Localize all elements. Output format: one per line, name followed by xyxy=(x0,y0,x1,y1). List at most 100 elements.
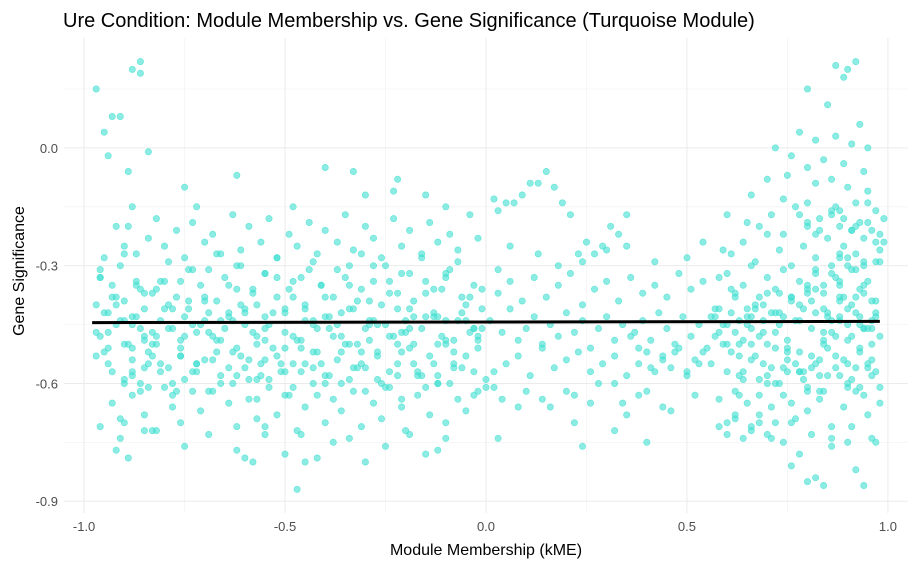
data-point xyxy=(281,450,289,458)
data-point xyxy=(807,324,815,332)
data-point xyxy=(603,277,611,285)
data-point xyxy=(860,481,868,489)
data-point xyxy=(582,238,590,246)
data-point xyxy=(812,230,820,238)
data-point xyxy=(233,372,241,380)
data-point xyxy=(787,419,795,427)
data-point xyxy=(494,207,502,215)
data-point xyxy=(265,215,273,223)
data-point xyxy=(466,211,474,219)
data-point xyxy=(100,254,108,262)
data-point xyxy=(864,199,872,207)
data-point xyxy=(840,215,848,223)
data-point xyxy=(144,360,152,368)
data-point xyxy=(723,211,731,219)
data-point xyxy=(735,340,743,348)
data-point xyxy=(755,293,763,301)
data-point xyxy=(398,269,406,277)
data-point xyxy=(273,254,281,262)
data-point xyxy=(771,328,779,336)
data-point xyxy=(257,372,265,380)
data-point xyxy=(828,442,836,450)
data-point xyxy=(120,340,128,348)
data-point xyxy=(799,242,807,250)
data-point xyxy=(116,434,124,442)
data-point xyxy=(647,364,655,372)
data-point xyxy=(803,289,811,297)
data-point xyxy=(112,301,120,309)
data-point xyxy=(783,336,791,344)
data-point xyxy=(297,430,305,438)
data-point xyxy=(233,423,241,431)
data-point xyxy=(96,273,104,281)
data-point xyxy=(518,191,526,199)
data-point xyxy=(144,234,152,242)
data-point xyxy=(554,262,562,270)
data-point xyxy=(249,458,257,466)
data-point xyxy=(357,423,365,431)
data-point xyxy=(165,258,173,266)
data-point xyxy=(245,222,253,230)
data-point xyxy=(594,379,602,387)
y-tick-label: 0.0 xyxy=(40,141,58,156)
data-point xyxy=(157,368,165,376)
data-point xyxy=(321,226,329,234)
data-point xyxy=(305,266,313,274)
data-point xyxy=(458,364,466,372)
data-point xyxy=(767,211,775,219)
data-point xyxy=(353,340,361,348)
data-point xyxy=(478,305,486,313)
data-point xyxy=(679,313,687,321)
data-point xyxy=(329,332,337,340)
data-point xyxy=(852,199,860,207)
data-point xyxy=(398,348,406,356)
data-point xyxy=(349,364,357,372)
data-point xyxy=(603,246,611,254)
data-point xyxy=(277,360,285,368)
data-point xyxy=(779,230,787,238)
data-point xyxy=(502,199,510,207)
data-point xyxy=(181,313,189,321)
data-point xyxy=(767,364,775,372)
data-point xyxy=(136,69,144,77)
data-point xyxy=(321,379,329,387)
data-point xyxy=(574,250,582,258)
data-point xyxy=(253,332,261,340)
data-point xyxy=(273,352,281,360)
data-point xyxy=(337,407,345,415)
data-point xyxy=(120,250,128,258)
data-point xyxy=(771,285,779,293)
data-point xyxy=(426,219,434,227)
data-point xyxy=(385,383,393,391)
data-point xyxy=(261,430,269,438)
data-point xyxy=(807,364,815,372)
data-point xyxy=(828,211,836,219)
data-point xyxy=(779,195,787,203)
data-point xyxy=(651,258,659,266)
y-tick-label: -0.3 xyxy=(36,259,58,274)
data-point xyxy=(293,485,301,493)
data-point xyxy=(277,368,285,376)
data-point xyxy=(787,152,795,160)
data-point xyxy=(699,277,707,285)
data-point xyxy=(872,313,880,321)
data-point xyxy=(450,364,458,372)
data-point xyxy=(623,411,631,419)
data-point xyxy=(426,352,434,360)
data-point xyxy=(205,266,213,274)
data-point xyxy=(663,324,671,332)
data-point xyxy=(828,423,836,431)
data-point xyxy=(140,305,148,313)
data-point xyxy=(671,348,679,356)
data-point xyxy=(510,199,518,207)
data-point xyxy=(860,234,868,242)
data-point xyxy=(578,442,586,450)
data-point xyxy=(100,128,108,136)
data-point xyxy=(309,364,317,372)
data-point xyxy=(205,328,213,336)
data-point xyxy=(181,375,189,383)
data-point xyxy=(755,419,763,427)
data-point xyxy=(201,238,209,246)
data-point xyxy=(313,454,321,462)
